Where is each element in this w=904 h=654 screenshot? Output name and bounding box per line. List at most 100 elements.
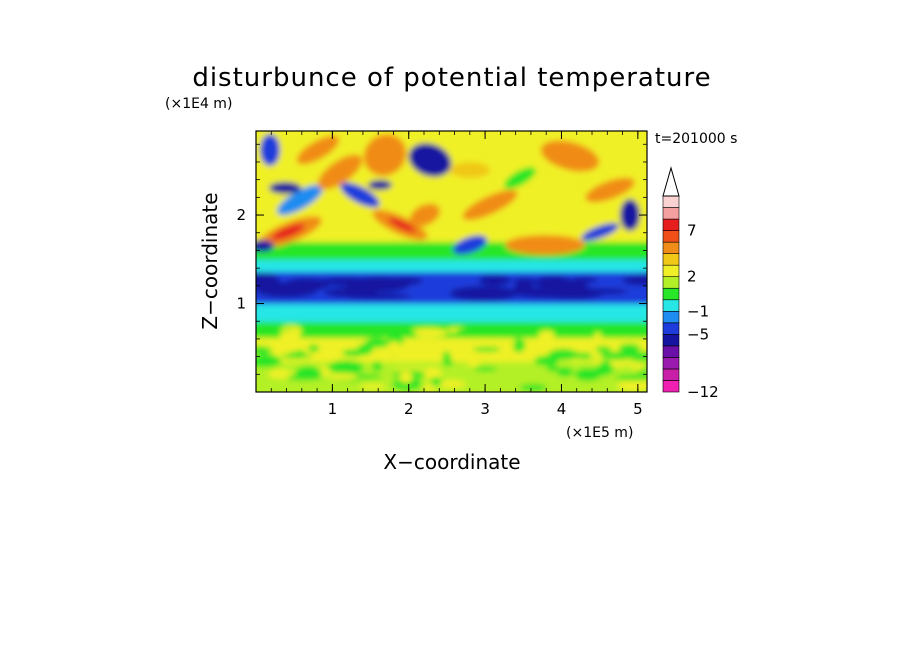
field-blob [256, 354, 279, 364]
colorbar-swatch [662, 299, 680, 312]
colorbar-swatch [662, 357, 680, 370]
field-blob [280, 330, 301, 344]
field-blob [574, 367, 601, 382]
colorbar-label: −12 [687, 383, 719, 401]
x-tick-label: 2 [404, 400, 414, 418]
field-blob [340, 182, 380, 208]
field-blob [430, 377, 442, 387]
field-blob [408, 327, 448, 338]
colorbar-swatch [662, 264, 680, 278]
field-blob [473, 366, 498, 372]
x-tick-label: 1 [328, 400, 338, 418]
axis-layer: 1 2 3 4 5 1 2 [236, 131, 647, 418]
field-blob [344, 293, 412, 300]
field-blob [450, 289, 499, 299]
colorbar-swatch [662, 230, 680, 243]
field-blob [296, 135, 340, 165]
field-blob [621, 275, 647, 286]
field-blob [541, 286, 604, 300]
colorbar-label: −1 [687, 302, 709, 320]
field-layer [256, 131, 647, 392]
field-blob [307, 344, 320, 353]
x-tick-label: 4 [557, 400, 567, 418]
field-blob [363, 134, 407, 176]
field-blob [384, 276, 423, 286]
field-blob [269, 182, 301, 194]
field-blob [306, 325, 335, 331]
colorbar-swatch [662, 368, 680, 381]
field-blob [504, 167, 536, 189]
field-blob [391, 377, 423, 391]
field-band [256, 258, 647, 272]
field-blob [355, 322, 379, 334]
field-blob [620, 199, 640, 231]
colorbar-label: 7 [687, 222, 697, 240]
x-axis-label: X−coordinate [383, 450, 520, 474]
x-tick-label: 3 [480, 400, 490, 418]
field-blob [256, 272, 278, 285]
field-blob [256, 346, 273, 355]
y-tick-label: 1 [236, 295, 246, 313]
field-blob [359, 384, 387, 390]
field-blob [277, 184, 323, 216]
field-blob [556, 366, 574, 377]
field-blob [260, 134, 280, 166]
y-unit-label: (×1E4 m) [165, 96, 232, 112]
field-blob [268, 369, 291, 379]
field-blob [548, 348, 579, 361]
field-blob [372, 361, 383, 372]
field-blob [328, 373, 360, 380]
field-blob [478, 275, 512, 286]
field-blob [256, 282, 318, 298]
field-blob [614, 374, 647, 381]
field-blob [615, 331, 635, 336]
field-blob [364, 338, 390, 348]
colorbar-swatch [662, 241, 680, 254]
field-blob [408, 143, 452, 177]
chart-title: disturbunce of potential temperature [192, 63, 711, 93]
colorbar-swatch [662, 195, 680, 208]
field-blob [534, 275, 572, 289]
field-blob [400, 343, 435, 352]
field-blob [455, 328, 479, 335]
field-blob [511, 338, 526, 353]
y-axis-label: Z−coordinate [198, 192, 222, 329]
colorbar-swatch [662, 310, 680, 324]
field-blob [368, 180, 392, 190]
field-blob [513, 282, 536, 297]
field-blob [480, 350, 501, 360]
time-label: t=201000 s [655, 131, 737, 147]
field-blob [540, 140, 600, 172]
field-blob [266, 339, 291, 349]
field-blob [450, 162, 490, 178]
colorbar-swatch [662, 345, 680, 358]
field-blob [472, 346, 501, 352]
plot-frame [255, 130, 648, 393]
colorbar: −12−5−127 [662, 166, 719, 401]
field-blob [392, 330, 417, 337]
y-tick-label: 2 [236, 206, 246, 224]
field-blob [452, 235, 488, 255]
field-blob [388, 217, 416, 233]
field-blob [399, 371, 413, 384]
field-blob [505, 235, 585, 255]
colorbar-label: 2 [687, 268, 697, 286]
colorbar-label: −5 [687, 325, 709, 343]
field-blob [294, 366, 322, 380]
field-blob [442, 351, 451, 362]
plot-area [256, 131, 647, 392]
field-blob [593, 332, 602, 345]
colorbar-swatch [662, 276, 680, 289]
x-tick-label: 5 [633, 400, 643, 418]
field-blob [618, 343, 641, 353]
field-band [256, 240, 647, 260]
field-blob [585, 177, 635, 203]
colorbar-swatch [662, 322, 680, 335]
field-blob [271, 223, 305, 241]
field-blob [317, 154, 363, 190]
field-blob [599, 351, 636, 361]
field-blob [581, 223, 619, 241]
field-blob [467, 359, 480, 368]
field-blob [524, 326, 541, 332]
